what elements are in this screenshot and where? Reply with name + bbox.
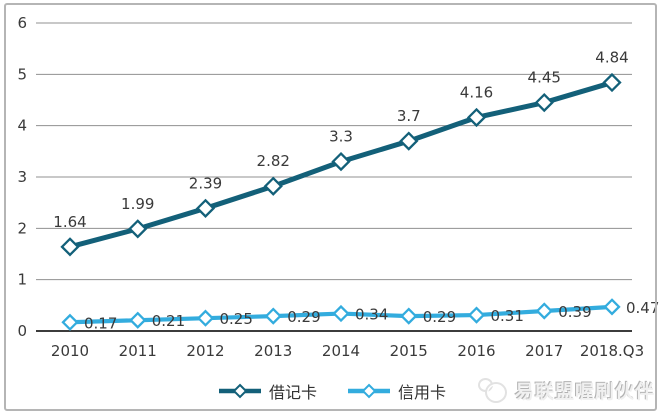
credit-card-value-label: 0.29 <box>423 308 456 326</box>
legend-item-debit-card: 借记卡 <box>218 379 317 403</box>
credit-card-marker <box>196 309 215 327</box>
y-tick-label: 5 <box>17 65 27 83</box>
legend-label-debit-card: 借记卡 <box>268 383 317 402</box>
debit-card-value-label: 4.16 <box>460 83 493 101</box>
debit-card-marker <box>263 176 283 196</box>
credit-card-marker <box>61 313 79 331</box>
debit-card-marker <box>331 151 351 172</box>
credit-card-marker <box>400 307 418 325</box>
camera-doodle-icon <box>476 376 508 404</box>
credit-card-marker <box>603 298 621 316</box>
watermark: 易联盟喔刷伙伴 <box>476 374 655 406</box>
watermark-text: 易联盟喔刷伙伴 <box>514 380 655 403</box>
debit-card-value-label: 2.39 <box>189 174 222 192</box>
x-tick-label: 2013 <box>254 342 292 360</box>
credit-card-legend-swatch-icon <box>348 383 390 399</box>
y-tick-label: 0 <box>17 322 27 340</box>
debit-card-value-label: 1.64 <box>53 213 86 231</box>
debit-card-marker <box>60 237 80 257</box>
x-tick-label: 2011 <box>119 342 157 360</box>
debit-card-marker <box>399 131 419 151</box>
y-tick-label: 4 <box>17 117 27 135</box>
debit-card-value-label: 4.45 <box>528 69 561 87</box>
debit-card-marker <box>602 72 622 93</box>
x-tick-label: 2018.Q3 <box>580 342 644 360</box>
x-tick-label: 2014 <box>322 342 360 360</box>
x-tick-label: 2017 <box>525 342 563 360</box>
debit-card-marker <box>195 198 216 218</box>
credit-card-value-label: 0.31 <box>491 307 524 325</box>
y-tick-label: 2 <box>17 219 27 237</box>
y-tick-label: 6 <box>17 14 27 32</box>
credit-card-marker <box>129 311 147 329</box>
credit-card-marker <box>467 306 486 324</box>
debit-card-marker <box>128 219 148 239</box>
chart-legend: 借记卡 信用卡 <box>0 378 664 404</box>
debit-card-value-label: 1.99 <box>121 195 154 213</box>
credit-card-marker <box>332 304 350 323</box>
credit-card-value-label: 0.21 <box>152 312 185 330</box>
credit-card-value-label: 0.34 <box>355 306 388 324</box>
debit-card-legend-swatch-icon <box>218 383 261 399</box>
credit-card-value-label: 0.17 <box>84 314 117 332</box>
credit-card-value-label: 0.47 <box>626 299 659 317</box>
debit-card-value-label: 2.82 <box>257 152 290 170</box>
credit-card-marker <box>535 302 553 320</box>
credit-card-value-label: 0.29 <box>287 308 320 326</box>
debit-card-value-label: 4.84 <box>595 49 628 67</box>
x-tick-label: 2010 <box>51 342 89 360</box>
legend-label-credit-card: 信用卡 <box>398 383 447 402</box>
credit-card-value-label: 0.39 <box>558 303 591 321</box>
debit-card-value-label: 3.3 <box>329 128 353 146</box>
debit-card-marker <box>466 107 487 128</box>
x-tick-label: 2016 <box>457 342 495 360</box>
y-tick-label: 3 <box>17 168 27 186</box>
credit-card-value-label: 0.25 <box>220 310 253 328</box>
debit-card-marker <box>534 92 554 113</box>
legend-item-credit-card: 信用卡 <box>347 379 446 403</box>
y-tick-label: 1 <box>17 271 27 289</box>
x-tick-label: 2012 <box>186 342 224 360</box>
x-tick-label: 2015 <box>390 342 428 360</box>
credit-card-marker <box>264 307 282 325</box>
debit-card-value-label: 3.7 <box>397 107 421 125</box>
